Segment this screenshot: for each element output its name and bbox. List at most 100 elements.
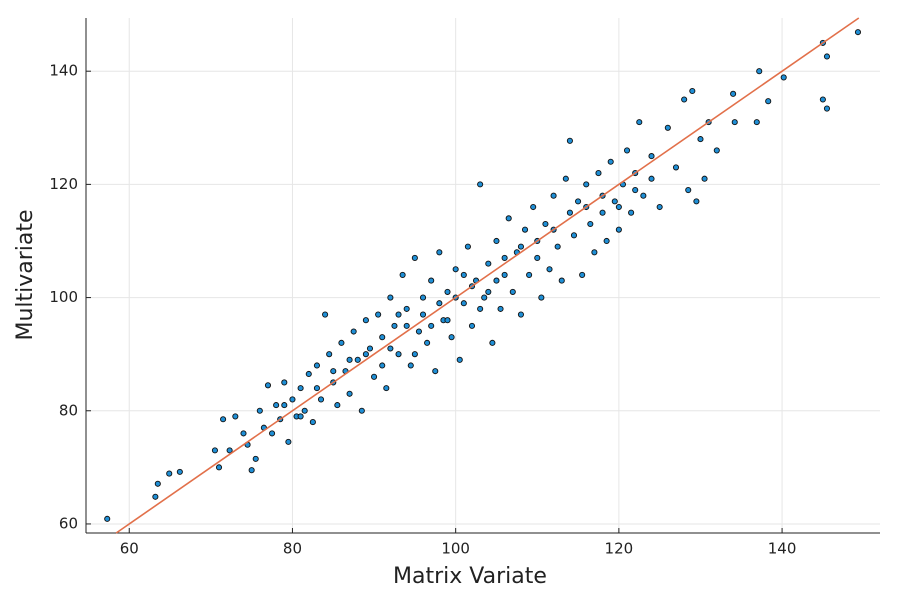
point [566,137,573,144]
point [330,368,337,375]
point [152,493,159,500]
point [497,305,504,312]
point [579,271,586,278]
point [273,402,280,409]
point [297,413,304,420]
point [648,153,655,160]
point [477,305,484,312]
point [501,254,508,262]
point [505,215,512,222]
point [379,362,386,369]
point [685,186,692,194]
point [248,467,255,474]
point [713,147,720,154]
point [322,311,329,318]
point [407,362,414,369]
point [428,322,435,329]
y-tick-label: 140 [49,62,78,80]
point [493,237,500,245]
point [485,260,492,267]
point [428,277,435,284]
y-tick-label: 80 [59,401,78,419]
point [419,311,427,318]
point [517,243,524,250]
point [509,288,516,295]
x-tick-label: 60 [120,540,139,558]
point [546,266,553,273]
point [362,317,369,324]
point [615,203,622,211]
x-axis-label: Matrix Variate [393,564,547,589]
point [305,370,312,378]
y-tick-label: 100 [49,288,78,306]
point [350,328,357,335]
point [403,322,410,329]
point [285,438,292,445]
point [309,419,316,426]
point [664,124,671,131]
point [436,249,443,256]
point [570,232,578,239]
point [240,430,247,437]
point [366,345,374,352]
point [166,470,173,477]
point [354,356,361,363]
point [432,368,439,375]
point [220,416,227,423]
point [215,464,223,471]
point [252,455,259,462]
point [379,334,386,341]
point [383,385,390,392]
point [264,382,272,389]
y-tick-label: 60 [59,514,78,532]
point [211,447,218,454]
point [269,430,276,437]
point [681,96,688,103]
x-tick-label: 120 [605,540,634,558]
point [313,362,320,369]
point [375,311,382,318]
point [338,339,345,346]
point [289,396,296,403]
y-tick-label: 120 [49,175,78,193]
point [517,311,524,318]
point [411,351,418,358]
point [623,147,631,154]
point [313,385,320,392]
y-axis-label: Multivariate [13,209,38,340]
point [501,271,508,278]
point [693,198,700,205]
point [456,356,463,363]
point [595,170,602,177]
point [765,98,772,105]
point [477,181,484,188]
point [415,328,422,335]
point [395,311,402,318]
point [823,53,831,60]
point [395,351,402,358]
point [575,198,582,205]
x-tick-label: 140 [768,540,797,558]
point [583,181,590,188]
point [419,294,427,301]
point [731,119,738,126]
point [632,186,639,194]
point [403,305,410,312]
point [448,334,455,341]
point [391,322,398,329]
point [256,407,263,414]
point [387,345,394,352]
point [854,29,862,36]
point [562,175,569,182]
point [689,87,696,95]
point [444,317,451,324]
point [730,90,737,97]
point [526,271,533,278]
point [554,243,561,250]
point [460,300,467,307]
point [464,243,471,250]
point [176,468,183,475]
point [226,447,233,454]
point [485,288,492,295]
point [371,373,378,380]
